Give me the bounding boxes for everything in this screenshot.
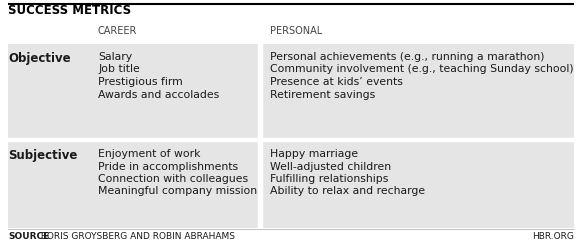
Text: Prestigious firm: Prestigious firm [98,77,183,87]
Bar [8,44,574,138]
Text: Job title: Job title [98,64,140,74]
Text: Presence at kids’ events: Presence at kids’ events [270,77,403,87]
Text: Awards and accolades: Awards and accolades [98,90,219,100]
Text: BORIS GROYSBERG AND ROBIN ABRAHAMS: BORIS GROYSBERG AND ROBIN ABRAHAMS [38,232,235,241]
Text: Personal achievements (e.g., running a marathon): Personal achievements (e.g., running a m… [270,52,545,62]
Text: CAREER: CAREER [98,26,137,36]
Text: Enjoyment of work: Enjoyment of work [98,149,201,159]
Text: Connection with colleagues: Connection with colleagues [98,174,248,184]
Text: SOURCE: SOURCE [8,232,49,241]
Text: Meaningful company mission: Meaningful company mission [98,186,257,196]
Text: Ability to relax and recharge: Ability to relax and recharge [270,186,425,196]
Text: Pride in accomplishments: Pride in accomplishments [98,162,238,172]
Text: Subjective: Subjective [8,149,77,162]
Bar [8,141,574,228]
Text: Happy marriage: Happy marriage [270,149,358,159]
Text: Well-adjusted children: Well-adjusted children [270,162,391,172]
Text: Objective: Objective [8,52,71,65]
Text: Salary: Salary [98,52,132,62]
Text: SUCCESS METRICS: SUCCESS METRICS [8,4,131,17]
Text: PERSONAL: PERSONAL [270,26,322,36]
Text: Fulfilling relationships: Fulfilling relationships [270,174,389,184]
Text: HBR.ORG: HBR.ORG [532,232,574,241]
Text: Community involvement (e.g., teaching Sunday school): Community involvement (e.g., teaching Su… [270,64,574,74]
Text: Retirement savings: Retirement savings [270,90,375,100]
